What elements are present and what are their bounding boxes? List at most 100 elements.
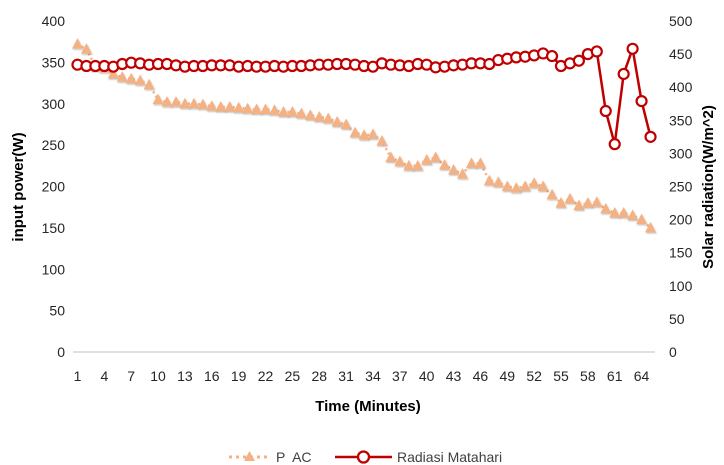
- series-p-ac-point: [474, 157, 486, 168]
- x-tick-label: 4: [100, 368, 108, 384]
- series-p-ac-point: [107, 67, 119, 79]
- series-p-ac-point: [260, 103, 272, 115]
- series-p-ac-point: [555, 197, 567, 208]
- series-p-ac-point: [421, 154, 433, 165]
- series-p-ac-point: [80, 43, 92, 54]
- series-p-ac-point: [564, 192, 576, 204]
- series-p-ac-point: [448, 163, 460, 175]
- series-radiasi-point: [572, 54, 585, 67]
- series-p-ac-point: [492, 176, 504, 187]
- y-right-tick-label: 150: [669, 245, 693, 261]
- series-p-ac-point: [268, 104, 280, 115]
- series-radiasi-point: [608, 138, 621, 151]
- series-radiasi-point: [626, 42, 639, 55]
- series-p-ac-point: [331, 115, 343, 127]
- series-p-ac-point: [295, 107, 307, 119]
- x-tick-label: 10: [150, 368, 166, 384]
- series-radiasi-point: [635, 95, 648, 108]
- series-p-ac-point: [224, 101, 236, 112]
- y-left-tick-label: 400: [42, 13, 66, 29]
- x-tick-label: 13: [177, 368, 193, 384]
- series-p-ac-point: [376, 134, 388, 146]
- series-p-ac-point: [618, 206, 630, 218]
- y-left-tick-label: 100: [42, 261, 66, 277]
- series-p-ac-point: [286, 106, 298, 117]
- legend-radiasi-label: Radiasi Matahari: [397, 449, 502, 465]
- x-tick-label: 55: [553, 368, 569, 384]
- series-p-ac-point: [546, 188, 558, 200]
- y-left-tick-label: 300: [42, 96, 66, 112]
- x-tick-label: 7: [127, 368, 135, 384]
- series-p-ac-point: [197, 98, 209, 110]
- series-p-ac-point: [582, 197, 594, 208]
- series-p-ac-point: [116, 71, 128, 82]
- series-radiasi-point: [545, 49, 559, 63]
- series-p-ac-point: [349, 126, 361, 138]
- x-axis-title: Time (Minutes): [315, 398, 421, 415]
- y-right-tick-label: 250: [669, 179, 693, 195]
- series-p-ac-point: [161, 96, 173, 107]
- series-p-ac-point: [385, 151, 397, 163]
- legend-p-ac-marker: [244, 451, 255, 461]
- series-p-ac-point: [143, 78, 155, 90]
- series-p-ac-point: [215, 101, 227, 112]
- x-tick-label: 49: [499, 368, 515, 384]
- series-p-ac-point: [403, 159, 415, 171]
- series-p-ac-point: [600, 202, 612, 214]
- series-p-ac-point: [304, 109, 316, 120]
- series-p-ac-point: [313, 110, 325, 122]
- y-right-tick-label: 100: [669, 278, 693, 294]
- series-p-ac-point: [125, 72, 137, 84]
- x-tick-label: 1: [74, 368, 82, 384]
- legend-p-ac-label: P AC: [276, 449, 312, 465]
- y-left-tick-label: 150: [42, 220, 66, 236]
- y-right-tick-label: 400: [669, 79, 693, 95]
- series-radiasi-point: [644, 130, 657, 143]
- x-tick-label: 25: [285, 368, 301, 384]
- series-p-ac-point: [206, 100, 218, 111]
- series-radiasi-point: [617, 67, 630, 81]
- series-p-ac-point: [609, 206, 621, 218]
- series-layer: [71, 38, 657, 233]
- x-tick-label: 34: [365, 368, 381, 384]
- y-right-tick-label: 450: [669, 46, 693, 62]
- x-tick-label: 31: [338, 368, 354, 384]
- x-tick-label: 28: [311, 368, 327, 384]
- series-p-ac-point: [465, 157, 477, 168]
- series-p-ac-point: [439, 158, 451, 170]
- x-tick-label: 22: [258, 368, 274, 384]
- legend-item-p-ac: P AC: [229, 449, 312, 465]
- y-left-tick-label: 250: [42, 137, 66, 153]
- x-tick-label: 43: [446, 368, 462, 384]
- legend-radiasi-marker: [356, 450, 371, 464]
- y-right-tick-label: 50: [669, 311, 685, 327]
- series-p-ac-point: [134, 74, 146, 86]
- series-p-ac-point: [430, 151, 442, 163]
- x-tick-label: 58: [580, 368, 596, 384]
- series-radiasi-matahari: [71, 42, 657, 151]
- series-radiasi-point: [590, 45, 603, 58]
- series-p-ac-point: [152, 93, 164, 105]
- x-tick-label: 52: [526, 368, 542, 384]
- series-p-ac-point: [528, 177, 540, 188]
- series-p-ac-point: [358, 129, 370, 140]
- series-p-ac-point: [573, 199, 585, 211]
- series-p-ac-point: [456, 168, 468, 179]
- series-p-ac-point: [277, 106, 289, 117]
- series-p-ac-point: [483, 174, 495, 186]
- series-p-ac-point: [412, 159, 424, 171]
- series-radiasi-point: [599, 104, 612, 118]
- y-left-tick-label: 0: [57, 344, 65, 360]
- series-p-ac-point: [591, 196, 603, 207]
- series-p-ac: [71, 38, 657, 233]
- y-axis-right-title: Solar radiation(W/m^2): [700, 105, 717, 269]
- y-axis-left-title: input power(W): [10, 132, 27, 241]
- series-p-ac-point: [636, 213, 648, 225]
- series-p-ac-point: [179, 97, 191, 109]
- series-p-ac-point: [510, 182, 522, 193]
- legend: P AC Radiasi Matahari: [229, 449, 502, 465]
- y-right-tick-label: 200: [669, 212, 693, 228]
- y-right-tick-label: 0: [669, 344, 677, 360]
